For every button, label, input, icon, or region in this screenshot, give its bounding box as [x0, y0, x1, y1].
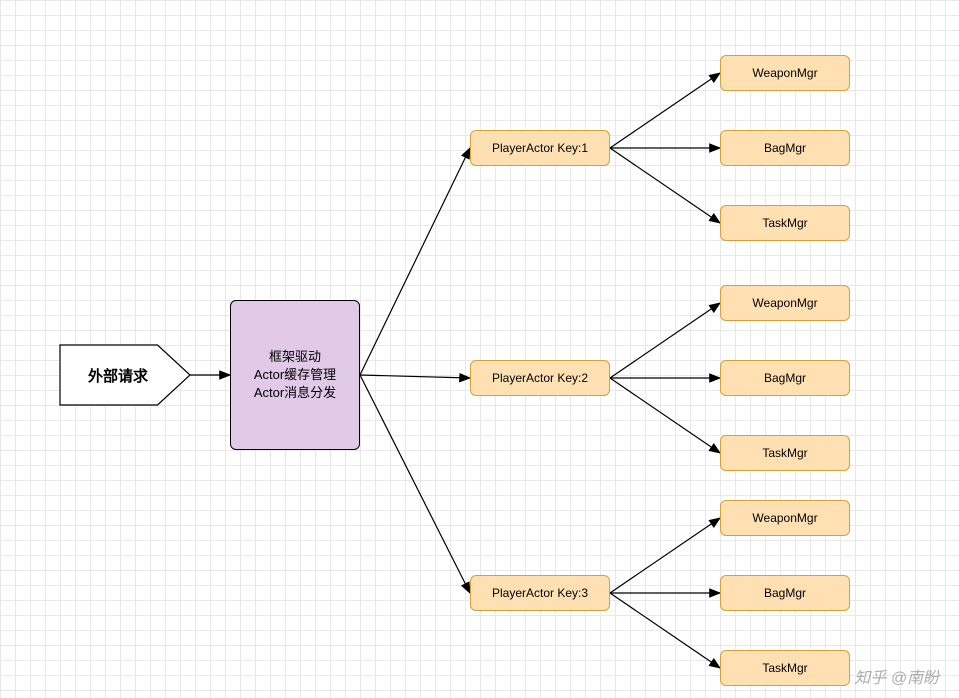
player-actor-2: PlayerActor Key:2 [470, 360, 610, 396]
task-mgr: TaskMgr [720, 650, 850, 686]
task-mgr: TaskMgr [720, 205, 850, 241]
mgr-label: TaskMgr [762, 660, 807, 677]
mgr-label: TaskMgr [762, 215, 807, 232]
mgr-label: WeaponMgr [752, 510, 817, 527]
player-actor-1: PlayerActor Key:1 [470, 130, 610, 166]
weapon-mgr: WeaponMgr [720, 500, 850, 536]
bag-mgr: BagMgr [720, 575, 850, 611]
bag-mgr: BagMgr [720, 360, 850, 396]
mgr-label: BagMgr [764, 370, 806, 387]
player-label: PlayerActor Key:2 [492, 370, 588, 387]
mgr-label: WeaponMgr [752, 295, 817, 312]
mgr-label: WeaponMgr [752, 65, 817, 82]
player-label: PlayerActor Key:1 [492, 140, 588, 157]
framework-text: 框架驱动 Actor缓存管理 Actor消息分发 [254, 348, 336, 403]
mgr-label: BagMgr [764, 585, 806, 602]
weapon-mgr: WeaponMgr [720, 55, 850, 91]
mgr-label: TaskMgr [762, 445, 807, 462]
player-actor-3: PlayerActor Key:3 [470, 575, 610, 611]
weapon-mgr: WeaponMgr [720, 285, 850, 321]
player-label: PlayerActor Key:3 [492, 585, 588, 602]
task-mgr: TaskMgr [720, 435, 850, 471]
mgr-label: BagMgr [764, 140, 806, 157]
external-request-label: 外部请求 [68, 365, 168, 386]
watermark: 知乎 @南盼 [854, 664, 939, 688]
bag-mgr: BagMgr [720, 130, 850, 166]
framework-node: 框架驱动 Actor缓存管理 Actor消息分发 [230, 300, 360, 450]
